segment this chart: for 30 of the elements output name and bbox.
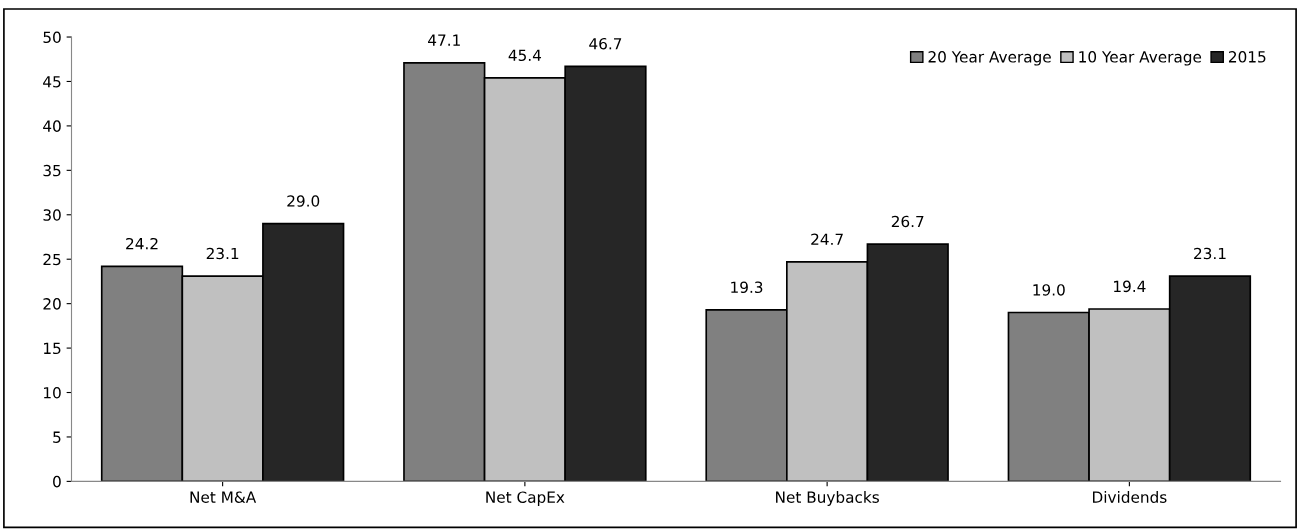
data-label: 24.7 bbox=[811, 233, 843, 245]
data-label: 26.7 bbox=[891, 215, 924, 228]
data-label: 19.0 bbox=[1033, 284, 1065, 296]
data-label: 19.4 bbox=[1114, 280, 1146, 293]
y-tick-label: 35 bbox=[43, 164, 61, 177]
y-tick-label: 0 bbox=[53, 475, 61, 488]
x-tick-label: Net Buybacks bbox=[776, 491, 879, 506]
legend-label: 20 Year Average bbox=[928, 51, 1051, 66]
data-label: 46.7 bbox=[589, 37, 622, 50]
data-label: 23.1 bbox=[206, 247, 239, 260]
data-label: 29.0 bbox=[287, 195, 320, 207]
y-tick-label: 40 bbox=[43, 120, 61, 132]
data-label: 24.2 bbox=[126, 237, 158, 250]
data-label: 23.1 bbox=[1194, 247, 1226, 260]
y-tick-label: 25 bbox=[43, 253, 61, 266]
legend-label: 10 Year Average bbox=[1079, 51, 1202, 66]
x-tick-label: Dividends bbox=[1093, 491, 1167, 503]
y-tick-label: 15 bbox=[44, 342, 61, 355]
data-label: 47.1 bbox=[428, 34, 460, 46]
x-tick-label: Net M&A bbox=[190, 491, 257, 503]
x-tick-label: Net CapEx bbox=[486, 491, 565, 506]
y-tick-label: 30 bbox=[43, 209, 61, 221]
y-tick-label: 45 bbox=[43, 76, 61, 88]
data-label: 45.4 bbox=[508, 49, 542, 62]
y-tick-label: 50 bbox=[43, 31, 61, 44]
y-tick-label: 10 bbox=[44, 386, 61, 399]
y-tick-label: 5 bbox=[53, 431, 61, 443]
y-tick-label: 20 bbox=[43, 298, 61, 310]
legend-label: 2015 bbox=[1228, 51, 1266, 63]
data-label: 19.3 bbox=[731, 281, 763, 294]
